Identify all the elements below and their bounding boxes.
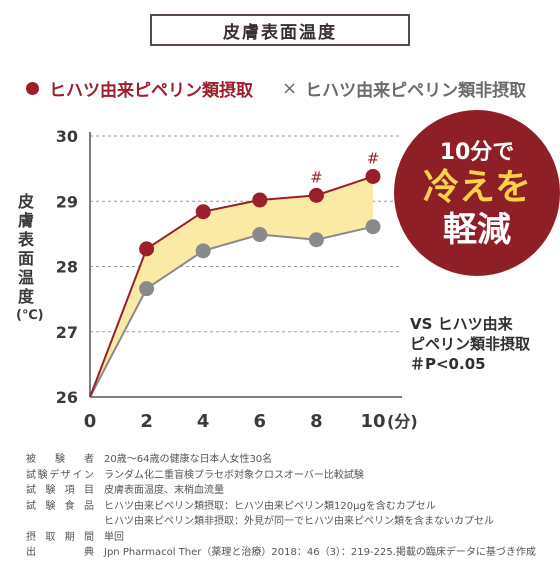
badge-line-2: 冷えを	[422, 167, 531, 208]
data-point-nonintake	[139, 281, 155, 297]
y-tick-label: 29	[56, 192, 78, 211]
info-value: ヒハツ由来ピペリン類非摂取：外見が同一でヒハツ由来ピペリン類を含まないカプセル	[104, 516, 494, 527]
y-tick-label: 28	[56, 258, 78, 277]
info-key: 被験者	[26, 454, 94, 465]
info-key: 試験デザイン	[26, 469, 94, 481]
study-info: 被験者 20歳〜64歳の健康な日本人女性30名 試験デザイン ランダム化二重盲検プラセ…	[26, 452, 552, 561]
x-tick-label: 2	[140, 411, 153, 432]
significance-mark: #	[310, 168, 323, 186]
chart-title: 皮膚表面温度	[150, 14, 410, 46]
y-tick-label: 30	[56, 127, 78, 146]
note-line-2: ピペリン類非摂取	[410, 335, 531, 353]
info-key: 摂取期間	[26, 531, 94, 543]
legend-dot-icon	[26, 82, 39, 95]
significance-note: VS ヒハツ由来 ピペリン類非摂取 ＃P<0.05	[410, 314, 560, 374]
legend-item-nonintake: × ヒハツ由来ピペリン類非摂取	[282, 76, 526, 101]
series-line-nonintake	[89, 225, 374, 398]
info-row: ヒハツ由来ピペリン類非摂取：外見が同一でヒハツ由来ピペリン類を含まないカプセル	[26, 514, 552, 530]
info-key: 試験項目	[26, 485, 94, 496]
x-tick-label: 10	[360, 411, 385, 432]
info-value: ヒハツ由来ピペリン類摂取：ヒハツ由来ピペリン類120μgを含むカプセル	[104, 500, 436, 512]
data-point-intake	[252, 192, 268, 208]
legend-label-intake: ヒハツ由来ピペリン類摂取	[49, 81, 253, 101]
y-tick-label: 26	[56, 388, 78, 407]
x-tick-label: 0	[84, 411, 97, 432]
y-axis-label-char: 膚	[17, 211, 34, 230]
info-row: 試験デザイン ランダム化二重盲検プラセボ対象クロスオーバー比較試験	[26, 468, 552, 484]
note-line-1: VS ヒハツ由来	[410, 315, 513, 333]
note-line-3: ＃P<0.05	[410, 355, 486, 373]
difference-area	[90, 176, 373, 397]
data-point-intake	[365, 168, 381, 184]
data-point-nonintake	[365, 219, 381, 235]
x-tick-label: 6	[254, 411, 267, 432]
y-axis-label-char: 皮	[17, 192, 34, 211]
info-row: 出典 Jpn Pharmacol Ther（薬理と治療）2018：46（3）：21…	[26, 545, 552, 561]
legend-cross-icon: ×	[282, 78, 298, 99]
x-tick-label: 8	[310, 411, 323, 432]
data-point-intake	[195, 204, 211, 220]
effect-badge: 10分で 冷えを 軽減	[394, 110, 560, 276]
info-key	[26, 514, 104, 530]
data-point-intake	[308, 187, 324, 203]
y-tick-label: 27	[56, 323, 78, 342]
legend-label-nonintake: ヒハツ由来ピペリン類非摂取	[305, 81, 527, 101]
data-point-nonintake	[195, 243, 211, 259]
x-axis-label: (分)	[387, 412, 418, 431]
info-row: 摂取期間 単回	[26, 530, 552, 546]
y-axis-label-char: 度	[17, 287, 34, 306]
info-value: 単回	[104, 531, 124, 543]
info-row: 試験食品 ヒハツ由来ピペリン類摂取：ヒハツ由来ピペリン類120μgを含むカプセル	[26, 499, 552, 515]
info-row: 試験項目 皮膚表面温度、末梢血流量	[26, 483, 552, 499]
info-key: 試験食品	[26, 500, 94, 512]
legend: ヒハツ由来ピペリン類摂取 × ヒハツ由来ピペリン類非摂取	[26, 76, 550, 102]
y-axis-label-char: 表	[17, 230, 34, 249]
info-value: ランダム化二重盲検プラセボ対象クロスオーバー比較試験	[104, 469, 364, 481]
badge-line-3: 軽減	[443, 210, 511, 250]
y-axis-label: 皮 膚 表 面 温 度 (℃)	[16, 192, 44, 325]
data-point-nonintake	[308, 232, 324, 248]
y-axis-label-char: 面	[17, 249, 34, 268]
x-tick-label: 4	[197, 411, 210, 432]
info-row: 被験者 20歳〜64歳の健康な日本人女性30名	[26, 452, 552, 468]
significance-mark: #	[367, 149, 380, 167]
info-value: 20歳〜64歳の健康な日本人女性30名	[104, 454, 273, 465]
y-axis-label-char: 温	[17, 268, 34, 287]
data-point-intake	[139, 241, 155, 257]
series-line-intake	[89, 175, 374, 398]
badge-line-1: 10分で	[439, 140, 515, 165]
info-key: 出典	[26, 547, 94, 558]
legend-item-intake: ヒハツ由来ピペリン類摂取	[26, 76, 253, 101]
info-value: 皮膚表面温度、末梢血流量	[104, 485, 224, 496]
data-point-nonintake	[252, 227, 268, 243]
info-value: Jpn Pharmacol Ther（薬理と治療）2018：46（3）：219-…	[104, 547, 536, 558]
chart: 26 27 28 29 30 0 2 4 6 8 10 (分) # #	[56, 127, 418, 432]
